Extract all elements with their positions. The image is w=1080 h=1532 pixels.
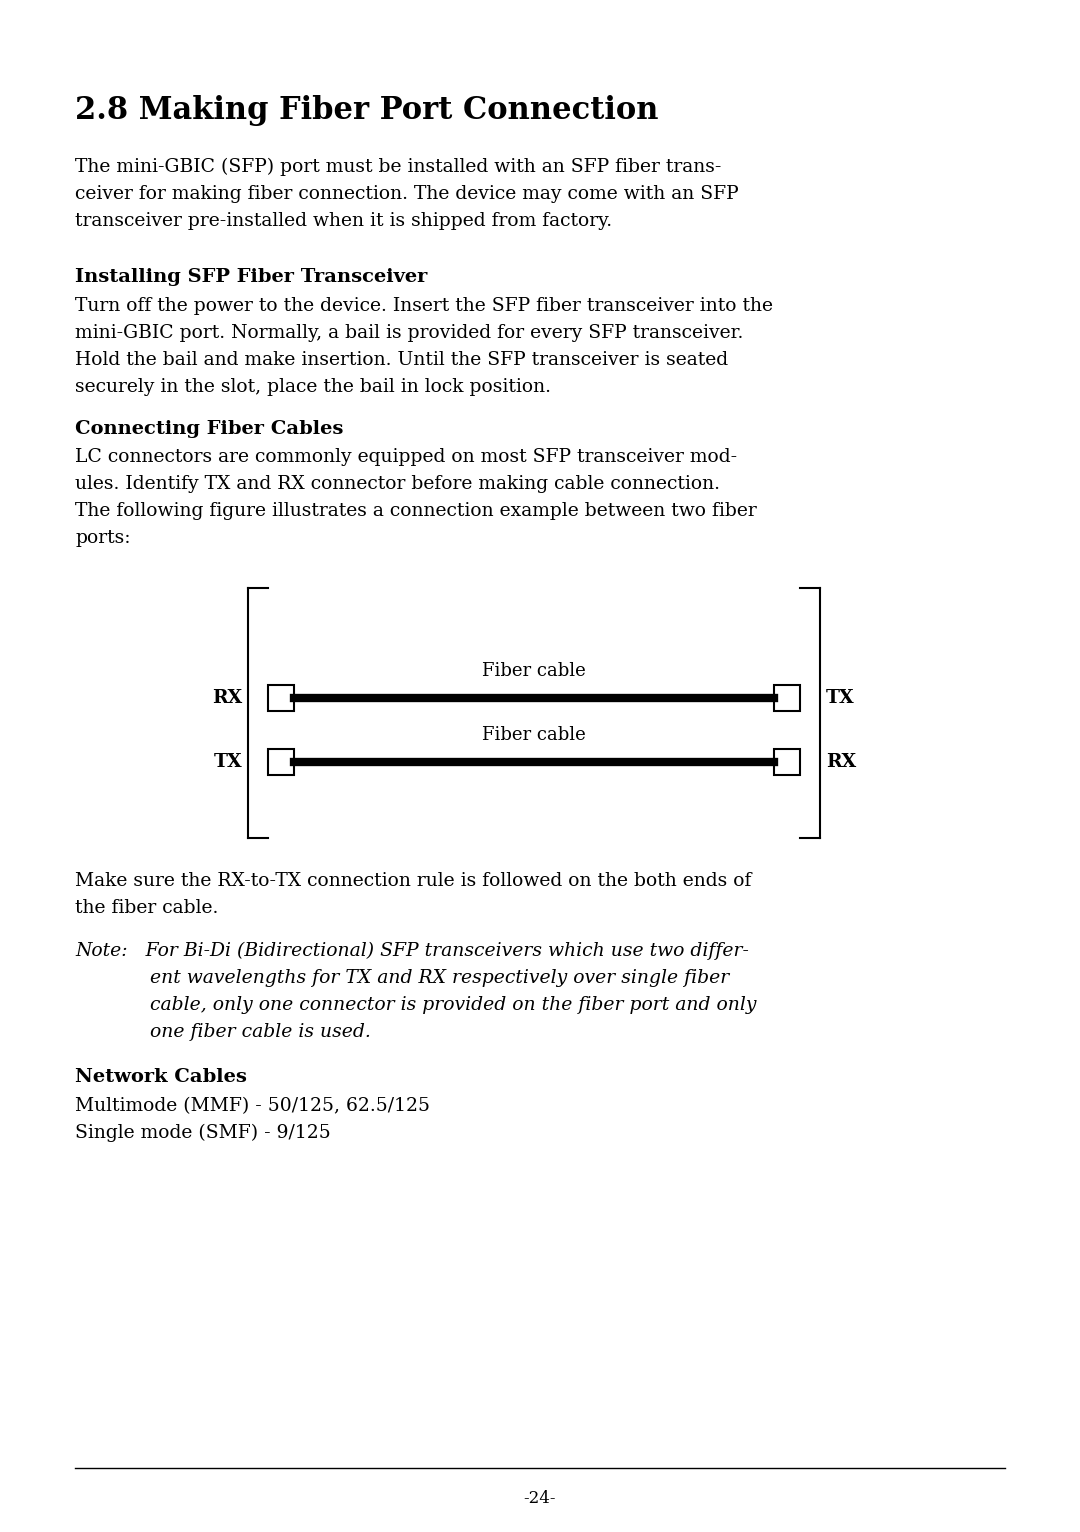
Text: RX: RX (212, 689, 242, 706)
Bar (774, 685, 800, 711)
Text: Multimode (MMF) - 50/125, 62.5/125: Multimode (MMF) - 50/125, 62.5/125 (75, 1097, 430, 1115)
Text: Installing SFP Fiber Transceiver: Installing SFP Fiber Transceiver (75, 268, 428, 286)
Text: cable, only one connector is provided on the fiber port and only: cable, only one connector is provided on… (150, 996, 756, 1014)
Text: LC connectors are commonly equipped on most SFP transceiver mod-: LC connectors are commonly equipped on m… (75, 447, 738, 466)
Text: TX: TX (213, 754, 242, 771)
Text: RX: RX (826, 754, 856, 771)
Text: transceiver pre-installed when it is shipped from factory.: transceiver pre-installed when it is shi… (75, 211, 612, 230)
Text: Single mode (SMF) - 9/125: Single mode (SMF) - 9/125 (75, 1124, 330, 1143)
Text: Make sure the RX-to-TX connection rule is followed on the both ends of: Make sure the RX-to-TX connection rule i… (75, 872, 752, 890)
Text: Fiber cable: Fiber cable (482, 726, 585, 745)
Text: Network Cables: Network Cables (75, 1068, 247, 1086)
Bar (268, 749, 294, 775)
Text: -24-: -24- (524, 1491, 556, 1507)
Text: ules. Identify TX and RX connector before making cable connection.: ules. Identify TX and RX connector befor… (75, 475, 720, 493)
Text: the fiber cable.: the fiber cable. (75, 899, 218, 918)
Text: one fiber cable is used.: one fiber cable is used. (150, 1023, 370, 1042)
Text: 2.8 Making Fiber Port Connection: 2.8 Making Fiber Port Connection (75, 95, 659, 126)
Text: Turn off the power to the device. Insert the SFP fiber transceiver into the: Turn off the power to the device. Insert… (75, 297, 773, 316)
Text: Fiber cable: Fiber cable (482, 662, 585, 680)
Text: securely in the slot, place the bail in lock position.: securely in the slot, place the bail in … (75, 378, 551, 395)
Bar (774, 749, 800, 775)
Text: mini-GBIC port. Normally, a bail is provided for every SFP transceiver.: mini-GBIC port. Normally, a bail is prov… (75, 323, 743, 342)
Text: Hold the bail and make insertion. Until the SFP transceiver is seated: Hold the bail and make insertion. Until … (75, 351, 728, 369)
Text: ceiver for making fiber connection. The device may come with an SFP: ceiver for making fiber connection. The … (75, 185, 739, 204)
Text: The following figure illustrates a connection example between two fiber: The following figure illustrates a conne… (75, 502, 757, 519)
Text: The mini-GBIC (SFP) port must be installed with an SFP fiber trans-: The mini-GBIC (SFP) port must be install… (75, 158, 721, 176)
Text: Connecting Fiber Cables: Connecting Fiber Cables (75, 420, 343, 438)
Text: ports:: ports: (75, 529, 131, 547)
Bar (268, 685, 294, 711)
Text: TX: TX (826, 689, 854, 706)
Text: Note:   For Bi-Di (Bidirectional) SFP transceivers which use two differ-: Note: For Bi-Di (Bidirectional) SFP tran… (75, 942, 748, 961)
Text: ent wavelengths for TX and RX respectively over single fiber: ent wavelengths for TX and RX respective… (150, 970, 729, 987)
